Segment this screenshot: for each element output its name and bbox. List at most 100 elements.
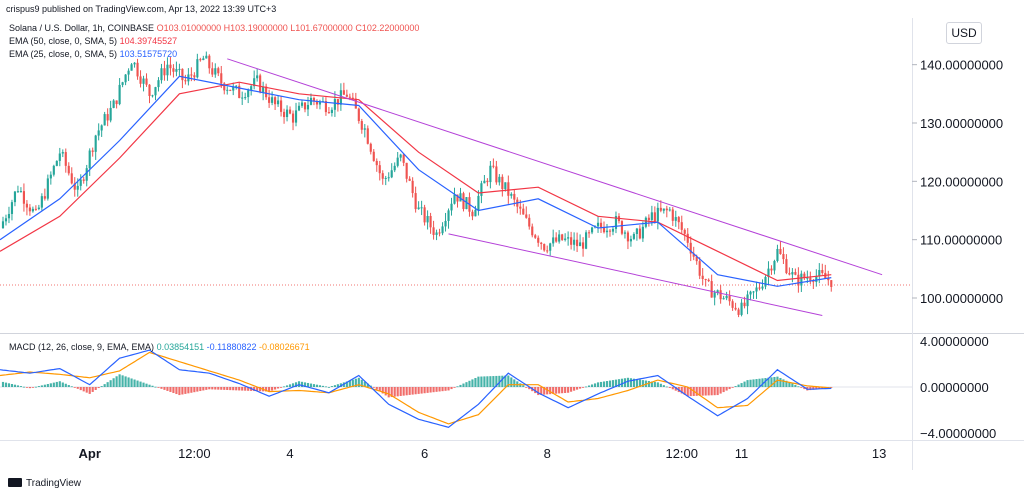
macd-histogram-bar (49, 383, 52, 387)
macd-histogram-bar (345, 381, 348, 387)
time-tick-label: 13 (872, 446, 886, 461)
candle-body (315, 101, 319, 105)
macd-histogram-bar (405, 387, 408, 396)
macd-histogram-bar (459, 384, 462, 387)
macd-histogram-bar (241, 387, 244, 391)
candle-body (746, 294, 749, 307)
macd-histogram-bar (268, 387, 271, 392)
macd-histogram-bar (226, 387, 229, 390)
macd-histogram-bar (468, 380, 471, 387)
candle-body (369, 143, 372, 152)
candle-body (297, 105, 301, 111)
candle-body (199, 59, 202, 61)
candle-body (7, 213, 11, 219)
macd-histogram-bar (576, 387, 579, 390)
macd-histogram-bar (593, 383, 597, 387)
candle-body (429, 216, 432, 228)
macd-histogram-bar (357, 377, 360, 387)
candle-body (205, 55, 208, 59)
macd-histogram-bar (632, 378, 635, 387)
candle-body (531, 226, 534, 236)
candle-body (776, 248, 779, 261)
candle-body (360, 121, 363, 130)
candle-body (495, 166, 498, 183)
macd-histogram-bar (770, 377, 773, 387)
candle-body (226, 89, 229, 91)
candle-body (196, 59, 199, 78)
candle-body (719, 290, 722, 300)
time-tick-label: 12:00 (178, 446, 211, 461)
candle-body (1, 221, 5, 228)
candle-body (348, 96, 351, 98)
macd-histogram-bar (537, 387, 540, 396)
candle-body (100, 125, 103, 131)
macd-histogram-bar (567, 387, 570, 393)
candle-body (357, 108, 360, 122)
candle-body (632, 233, 635, 239)
candle-body (208, 55, 211, 69)
macd-histogram-bar (25, 387, 28, 388)
candle-body (420, 207, 423, 209)
macd-histogram-bar (671, 387, 674, 390)
macd-histogram-bar (79, 387, 82, 391)
candle-body (109, 107, 112, 121)
candle-body (773, 260, 776, 271)
macd-histogram-bar (435, 387, 438, 392)
macd-histogram-bar (474, 378, 477, 387)
time-tick-label: 12:00 (665, 446, 698, 461)
candle-body (570, 237, 573, 245)
macd-histogram-bar (229, 387, 232, 391)
candle-body (498, 176, 501, 183)
candle-body (809, 277, 812, 282)
candle-body (438, 232, 441, 234)
macd-histogram-bar (402, 387, 405, 396)
macd-histogram-bar (764, 378, 767, 387)
candle-body (378, 165, 381, 174)
candle-body (88, 150, 91, 169)
candle-body (220, 73, 223, 84)
candle-body (106, 114, 109, 121)
candle-body (605, 230, 609, 233)
time-tick-label: 6 (421, 446, 428, 461)
candle-body (133, 62, 136, 65)
candle-body (567, 237, 570, 239)
macd-histogram-bar (489, 376, 492, 387)
macd-histogram-bar (590, 384, 594, 387)
candle-body (4, 218, 8, 222)
candle-body (241, 97, 244, 99)
candle-body (534, 235, 537, 238)
macd-histogram-bar (274, 387, 277, 390)
macd-histogram-bar (306, 382, 310, 387)
macd-histogram-bar (175, 387, 178, 395)
candle-body (268, 97, 271, 103)
candle-body (782, 254, 785, 260)
macd-histogram-bar (785, 380, 788, 387)
macd-histogram-bar (238, 387, 241, 391)
candle-body (112, 100, 115, 108)
candle-body (749, 291, 752, 295)
candle-body (800, 273, 803, 286)
currency-button[interactable]: USD (946, 22, 982, 44)
macd-histogram-bar (617, 379, 621, 387)
macd-histogram-bar (294, 382, 298, 387)
macd-histogram-bar (282, 386, 286, 388)
candle-body (288, 109, 292, 114)
candle-body (504, 182, 507, 190)
candle-body (453, 194, 456, 204)
macd-histogram-bar (31, 387, 34, 388)
macd-histogram-bar (259, 387, 262, 392)
macd-histogram-bar (291, 383, 295, 387)
macd-histogram-bar (674, 387, 677, 391)
macd-histogram-bar (779, 378, 782, 387)
candle-body (366, 128, 369, 144)
macd-histogram-bar (330, 386, 333, 387)
candle-body (46, 178, 49, 199)
candle-body (456, 194, 459, 202)
macd-histogram-bar (300, 381, 304, 387)
macd-histogram-bar (73, 387, 76, 388)
macd-histogram-bar (118, 374, 121, 387)
candle-body (695, 256, 698, 262)
candle-body (223, 83, 226, 91)
candle-body (336, 99, 339, 105)
